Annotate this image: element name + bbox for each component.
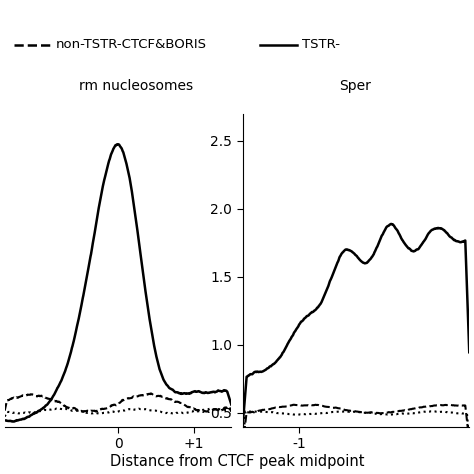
Text: rm nucleosomes: rm nucleosomes [79, 79, 193, 93]
Text: Sper: Sper [339, 79, 371, 93]
Text: TSTR-: TSTR- [302, 38, 340, 51]
Text: non-TSTR-CTCF&BORIS: non-TSTR-CTCF&BORIS [56, 38, 207, 51]
Text: Distance from CTCF peak midpoint: Distance from CTCF peak midpoint [110, 454, 364, 469]
